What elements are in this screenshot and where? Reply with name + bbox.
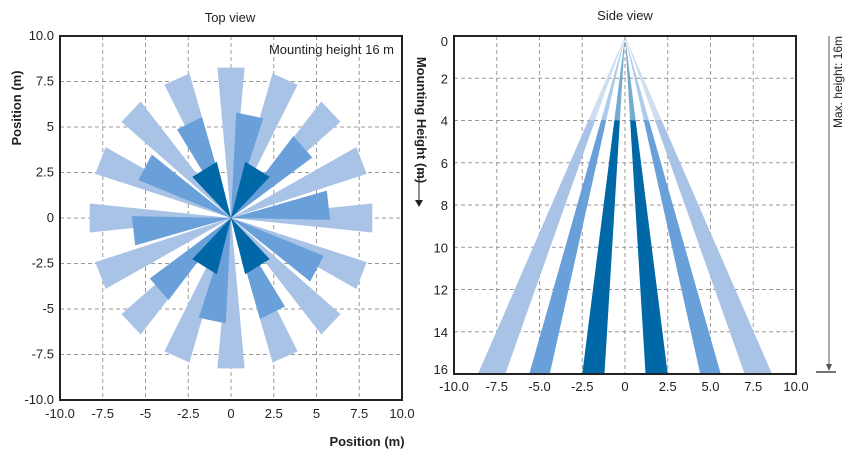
top-view-beams (89, 67, 373, 369)
side-beam-top-medium (601, 36, 625, 121)
side-x-tick-label: 7.5 (744, 379, 762, 394)
top-x-tick-label: -7.5 (92, 406, 114, 421)
top-x-tick-label: -10.0 (45, 406, 75, 421)
side-x-tick-label: 2.5 (659, 379, 677, 394)
top-beam-light (95, 218, 231, 289)
top-x-tick-label: 0 (227, 406, 234, 421)
max-height-arrow-icon (826, 364, 832, 371)
side-view-chart: Side view -10.0 -7.5 -5.0 -2.5 0 2.5 5.0 7.5 10.… (414, 8, 845, 394)
side-x-tick-label: -5.0 (528, 379, 550, 394)
top-view-x-axis-label: Position (m) (329, 434, 404, 449)
down-arrow-head-icon (415, 200, 423, 207)
side-view-beams (477, 36, 773, 374)
top-beam-light (121, 101, 231, 218)
top-y-tick-label: -2.5 (32, 256, 54, 271)
top-x-tick-label: 7.5 (350, 406, 368, 421)
side-y-tick-label: 2 (441, 71, 448, 86)
top-view-y-axis-label: Position (m) (9, 70, 24, 145)
max-height-label: Max. height: 16m (831, 36, 845, 128)
side-x-tick-label: -2.5 (571, 379, 593, 394)
top-beam-dark (192, 161, 231, 218)
side-y-tick-label: 12 (434, 283, 448, 298)
mounting-height-note: Mounting height 16 m (269, 42, 394, 57)
side-view-y-axis-label: Mounting Height (m) (414, 57, 429, 183)
side-beam-medium (643, 120, 721, 374)
top-y-tick-label: -5 (42, 301, 54, 316)
top-beam-dark (192, 218, 231, 275)
top-beam-dark (231, 218, 270, 275)
side-beam-medium (529, 120, 607, 374)
top-x-tick-label: -5 (140, 406, 152, 421)
side-x-tick-label: 10.0 (783, 379, 808, 394)
side-beam-top-light (625, 36, 662, 121)
side-beam-top-light (588, 36, 625, 121)
top-x-tick-label: 10.0 (389, 406, 414, 421)
side-y-tick-label: 0 (441, 34, 448, 49)
top-x-tick-label: 2.5 (265, 406, 283, 421)
top-y-tick-label: -10.0 (24, 392, 54, 407)
side-view-title: Side view (597, 8, 653, 23)
side-beam-top-dark (614, 36, 625, 121)
side-beam-light (477, 120, 596, 374)
side-beam-top-dark (625, 36, 636, 121)
top-beam-medium (149, 218, 231, 301)
top-view-title: Top view (205, 10, 256, 25)
top-beam-medium (138, 154, 231, 218)
side-view-frame (453, 35, 797, 375)
top-view-x-ticks: -10.0 -7.5 -5 -2.5 0 2.5 5 7.5 10.0 (45, 406, 414, 421)
top-view-chart: Top view -10.0 -7.5 -5 -2.5 0 2.5 5 7.5 10.0 10.… (9, 10, 415, 449)
top-view-y-ticks: 10.0 7.5 5 2.5 0 -2.5 -5 -7.5 -10.0 (24, 28, 54, 407)
top-y-tick-label: 0 (47, 210, 54, 225)
top-x-tick-label: 5 (313, 406, 320, 421)
top-beam-medium (131, 216, 231, 246)
top-beam-medium (231, 190, 331, 220)
top-beam-medium (231, 218, 324, 282)
top-y-tick-label: 7.5 (36, 74, 54, 89)
side-y-tick-label: 14 (434, 325, 448, 340)
top-y-tick-label: -7.5 (32, 347, 54, 362)
top-x-tick-label: -2.5 (177, 406, 199, 421)
top-beam-light (217, 218, 245, 369)
side-y-tick-label: 16 (434, 362, 448, 377)
side-beam-top-medium (625, 36, 649, 121)
top-beam-light (217, 67, 245, 218)
top-beam-medium (231, 135, 313, 218)
side-view-y-ticks: 0 2 4 6 8 10 12 14 16 (434, 34, 448, 377)
side-beam-dark (630, 120, 668, 374)
top-y-tick-label: 10.0 (29, 28, 54, 43)
side-y-tick-label: 8 (441, 198, 448, 213)
side-y-tick-label: 6 (441, 156, 448, 171)
top-beam-dark (231, 161, 270, 218)
top-beam-light (231, 147, 367, 218)
side-view-x-ticks: -10.0 -7.5 -5.0 -2.5 0 2.5 5.0 7.5 10.0 (439, 379, 808, 394)
side-beam-dark (582, 120, 620, 374)
side-x-tick-label: 5.0 (701, 379, 719, 394)
top-y-tick-label: 2.5 (36, 165, 54, 180)
top-view-frame (59, 35, 403, 401)
side-y-tick-label: 10 (434, 240, 448, 255)
side-x-tick-label: -7.5 (486, 379, 508, 394)
side-beam-light (654, 120, 773, 374)
side-y-tick-label: 4 (441, 114, 448, 129)
top-beam-light (231, 218, 341, 335)
side-view-grid (454, 36, 796, 374)
top-y-tick-label: 5 (47, 119, 54, 134)
side-x-tick-label: 0 (621, 379, 628, 394)
side-x-tick-label: -10.0 (439, 379, 469, 394)
